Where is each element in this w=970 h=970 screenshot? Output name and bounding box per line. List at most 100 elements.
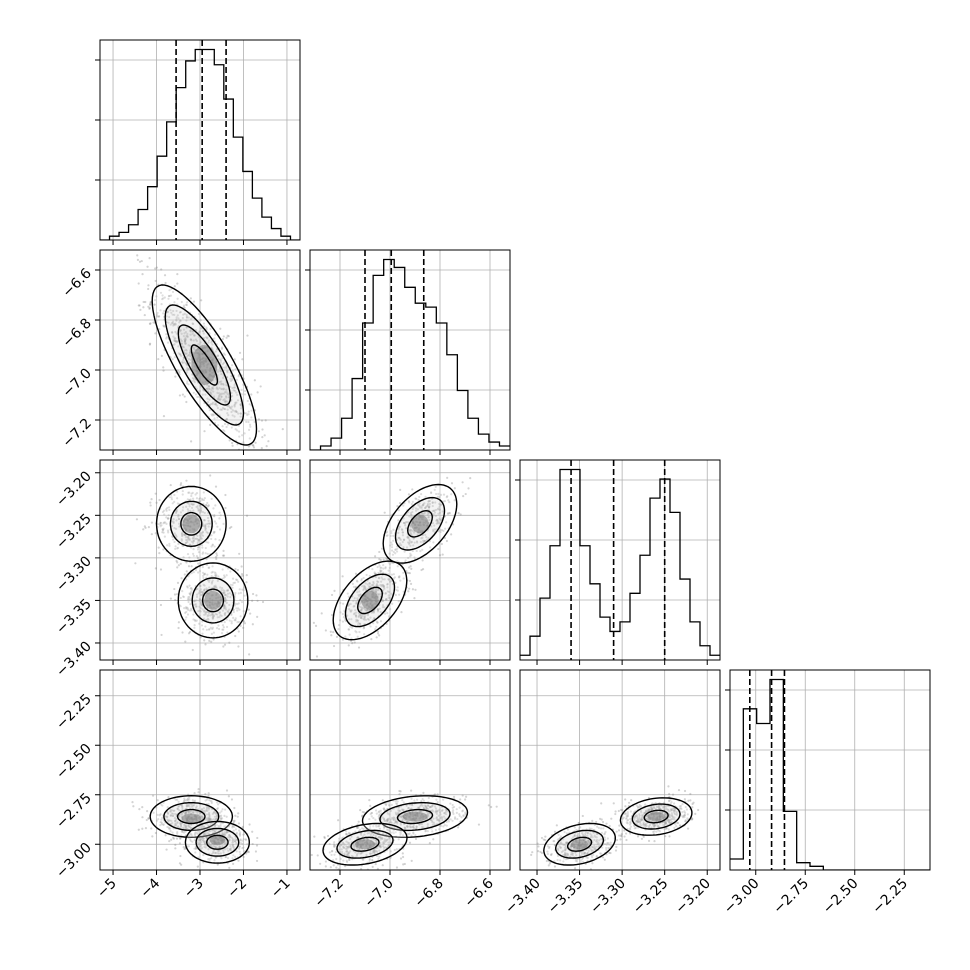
scatter-point	[174, 545, 177, 548]
scatter-point	[332, 644, 336, 648]
scatter-point	[221, 406, 225, 410]
scatter-point	[227, 395, 231, 399]
y-tick-label-3: −6.6	[59, 265, 94, 300]
scatter-point	[176, 497, 179, 500]
scatter-point	[387, 594, 390, 597]
scatter-point	[429, 546, 432, 549]
scatter-point	[176, 273, 179, 276]
scatter-point	[135, 518, 139, 521]
scatter-point	[235, 410, 238, 414]
scatter-point	[381, 599, 385, 602]
scatter-point	[197, 546, 200, 549]
scatter-point	[636, 835, 640, 838]
scatter-point	[226, 408, 229, 411]
scatter-point	[393, 576, 397, 579]
scatter-point	[435, 492, 438, 496]
scatter-point	[341, 612, 344, 616]
scatter-point	[175, 319, 178, 322]
scatter-point	[397, 536, 401, 539]
scatter-point	[401, 528, 404, 532]
scatter-point	[389, 544, 392, 547]
scatter-point	[169, 597, 173, 600]
scatter-point	[165, 516, 168, 519]
scatter-point	[194, 603, 197, 606]
scatter-point	[206, 552, 209, 555]
scatter-point	[240, 404, 243, 407]
scatter-point	[250, 409, 253, 412]
scatter-point	[195, 505, 198, 509]
scatter-point	[346, 592, 349, 595]
scatter-point	[147, 817, 150, 820]
scatter-point	[176, 566, 179, 569]
scatter-point	[230, 613, 233, 617]
scatter-point	[211, 402, 214, 406]
scatter-point	[186, 380, 189, 383]
scatter-point	[464, 492, 467, 496]
scatter-point	[196, 865, 199, 868]
scatter-point	[667, 785, 670, 788]
scatter-point	[182, 328, 186, 331]
scatter-point	[225, 383, 228, 387]
scatter-point	[195, 554, 198, 558]
scatter-point	[181, 509, 184, 512]
scatter-point	[175, 510, 178, 513]
scatter-point	[401, 852, 404, 855]
scatter-point	[165, 508, 168, 511]
scatter-point	[438, 508, 441, 512]
scatter-point	[206, 397, 209, 400]
scatter-point	[427, 537, 430, 540]
scatter-point	[186, 498, 189, 501]
scatter-point	[175, 509, 178, 513]
scatter-point	[208, 578, 211, 582]
scatter-point	[185, 570, 188, 573]
scatter-point	[434, 501, 437, 504]
scatter-point	[157, 315, 161, 318]
scatter-point	[187, 575, 190, 578]
scatter-point	[459, 798, 462, 801]
scatter-point	[137, 282, 140, 285]
scatter-point	[210, 393, 213, 396]
scatter-point	[181, 393, 185, 396]
scatter-point	[431, 504, 434, 508]
scatter-point	[188, 491, 191, 494]
scatter-point	[382, 589, 385, 592]
scatter-point	[401, 534, 405, 537]
scatter-point	[228, 608, 231, 611]
scatter-point	[221, 592, 225, 595]
scatter-point	[400, 543, 403, 547]
scatter-point	[247, 428, 251, 431]
scatter-point	[177, 517, 180, 521]
scatter-point	[452, 795, 456, 798]
scatter-point	[188, 630, 192, 634]
scatter-point	[233, 604, 236, 607]
scatter-point	[249, 612, 252, 615]
scatter-point	[187, 491, 190, 494]
panel-frame	[99, 39, 301, 241]
scatter-point	[406, 520, 409, 524]
scatter-point	[411, 549, 414, 553]
scatter-point	[423, 502, 426, 505]
scatter-point	[219, 361, 222, 364]
scatter-point	[237, 375, 240, 378]
scatter-point	[206, 615, 209, 618]
scatter-point	[217, 398, 220, 401]
scatter-point	[431, 522, 435, 525]
scatter-point	[191, 376, 194, 380]
scatter-point	[387, 561, 390, 564]
scatter-point	[223, 392, 226, 395]
scatter-point	[347, 628, 351, 631]
scatter-point	[230, 525, 233, 529]
scatter-point	[153, 299, 157, 302]
scatter-point	[210, 575, 213, 578]
scatter-point	[233, 581, 237, 584]
scatter-point	[320, 612, 323, 615]
scatter-point	[330, 613, 334, 617]
scatter-point	[192, 346, 195, 349]
scatter-point	[433, 488, 436, 491]
scatter-point	[226, 423, 230, 426]
scatter-point	[168, 315, 171, 319]
scatter-point	[163, 309, 166, 313]
scatter-point	[435, 518, 439, 521]
scatter-point	[140, 259, 143, 263]
scatter-point	[154, 567, 157, 570]
